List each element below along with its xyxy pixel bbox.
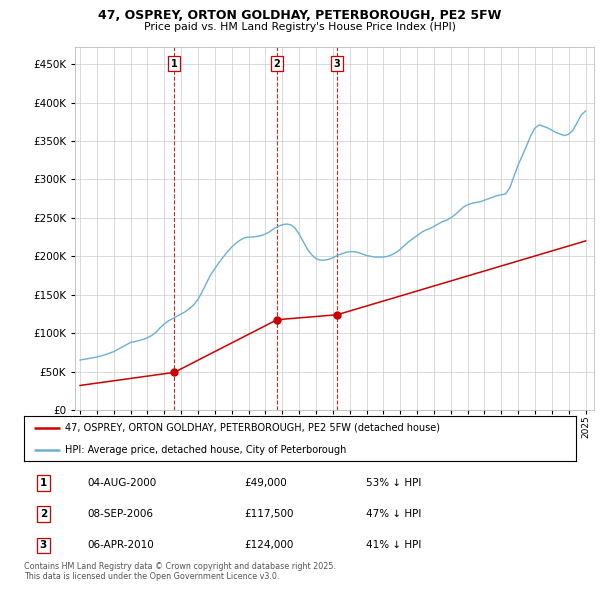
Text: HPI: Average price, detached house, City of Peterborough: HPI: Average price, detached house, City… [65,445,347,454]
Text: 06-APR-2010: 06-APR-2010 [88,540,154,550]
Text: Price paid vs. HM Land Registry's House Price Index (HPI): Price paid vs. HM Land Registry's House … [144,22,456,32]
Text: 3: 3 [40,540,47,550]
Text: £117,500: £117,500 [245,509,295,519]
Text: 47% ↓ HPI: 47% ↓ HPI [366,509,422,519]
Text: 53% ↓ HPI: 53% ↓ HPI [366,478,422,488]
Text: 1: 1 [171,58,178,68]
Text: 2: 2 [274,58,280,68]
Text: 08-SEP-2006: 08-SEP-2006 [88,509,154,519]
Text: 1: 1 [40,478,47,488]
Text: 47, OSPREY, ORTON GOLDHAY, PETERBOROUGH, PE2 5FW: 47, OSPREY, ORTON GOLDHAY, PETERBOROUGH,… [98,9,502,22]
Text: 3: 3 [334,58,341,68]
Text: 41% ↓ HPI: 41% ↓ HPI [366,540,422,550]
Text: 2: 2 [40,509,47,519]
Text: 04-AUG-2000: 04-AUG-2000 [88,478,157,488]
Text: Contains HM Land Registry data © Crown copyright and database right 2025.
This d: Contains HM Land Registry data © Crown c… [24,562,336,581]
Text: 47, OSPREY, ORTON GOLDHAY, PETERBOROUGH, PE2 5FW (detached house): 47, OSPREY, ORTON GOLDHAY, PETERBOROUGH,… [65,423,440,432]
Text: £49,000: £49,000 [245,478,287,488]
Text: £124,000: £124,000 [245,540,294,550]
